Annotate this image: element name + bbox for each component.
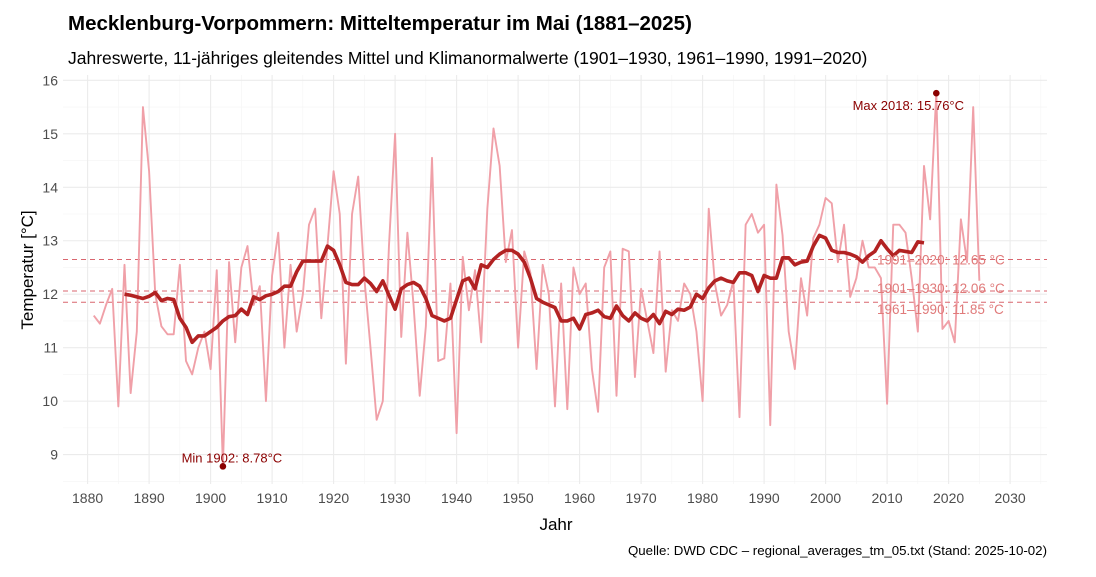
chart-subtitle: Jahreswerte, 11-jähriges gleitendes Mitt…: [68, 48, 868, 68]
reference-line-label: 1961–1990: 11.85 °C: [877, 302, 1004, 317]
y-tick-label: 14: [42, 179, 58, 195]
y-axis-label: Temperatur [°C]: [18, 210, 37, 329]
y-tick-label: 11: [43, 340, 58, 356]
y-tick-label: 13: [42, 233, 58, 249]
x-tick-label: 1940: [441, 490, 472, 506]
y-tick-label: 16: [42, 72, 58, 88]
annual-values-line: [92, 92, 981, 468]
x-tick-label: 1880: [72, 490, 103, 506]
max-point: [933, 89, 940, 97]
x-tick-label: 2010: [872, 490, 903, 506]
x-tick-label: 1970: [626, 490, 657, 506]
moving-mean-line: [124, 233, 925, 345]
x-axis-label: Jahr: [539, 515, 572, 534]
x-tick-label: 1920: [318, 490, 349, 506]
grid-lines: [63, 75, 1047, 484]
y-tick-label: 9: [50, 447, 58, 463]
y-tick-label: 15: [42, 126, 58, 142]
x-tick-label: 2030: [995, 490, 1026, 506]
x-tick-label: 1900: [195, 490, 226, 506]
series-group: [92, 89, 981, 470]
annotation-labels: 1991–2020: 12.65 °C 1901–1930: 12.06 °C 19…: [182, 98, 1005, 465]
x-tick-label: 1950: [503, 490, 534, 506]
y-tick-label: 12: [42, 286, 58, 302]
x-tick-label: 1960: [564, 490, 595, 506]
x-tick-label: 1910: [257, 490, 288, 506]
chart-caption: Quelle: DWD CDC – regional_averages_tm_0…: [627, 543, 1047, 558]
min-point: [219, 463, 227, 470]
x-tick-label: 1980: [687, 490, 718, 506]
x-tick-label: 1890: [134, 490, 165, 506]
x-tick-label: 1930: [380, 490, 411, 506]
max-annotation-label: Max 2018: 15.76°C: [853, 98, 964, 113]
min-annotation-label: Min 1902: 8.78°C: [182, 450, 283, 465]
x-tick-label: 2000: [810, 490, 841, 506]
reference-line-label: 1991–2020: 12.65 °C: [877, 252, 1005, 267]
axis-ticks: 9 10 11 12 13 14 15 16 1880 1890 1900 1910 1920 1930 1…: [42, 72, 1025, 506]
reference-line-label: 1901–1930: 12.06 °C: [877, 281, 1005, 296]
chart-title: Mecklenburg-Vorpommern: Mitteltemperatur…: [68, 12, 692, 35]
x-tick-label: 1990: [749, 490, 780, 506]
x-tick-label: 2020: [933, 490, 964, 506]
y-tick-label: 10: [42, 393, 58, 409]
